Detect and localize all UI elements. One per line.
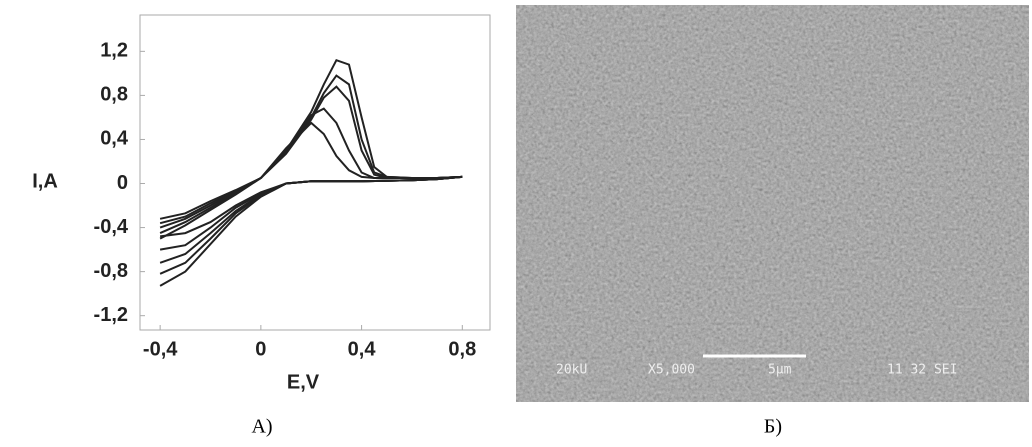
sem-scale: 5μm <box>768 363 792 378</box>
x-tick-label: 0 <box>255 338 266 360</box>
plot-frame <box>139 14 491 331</box>
y-tick-label: -1,2 <box>94 304 128 326</box>
y-tick-label: 0 <box>117 172 128 194</box>
cv-curve <box>159 74 463 275</box>
y-tick-label: 0,4 <box>100 128 129 150</box>
y-tick-label: 0,8 <box>100 84 128 106</box>
x-axis-label: E,V <box>287 371 320 393</box>
sem-info: 11 32 SEI <box>887 363 957 378</box>
panel-label: А) <box>251 416 272 438</box>
y-axis-label: I,A <box>32 170 58 192</box>
sem-voltage: 20kU <box>556 363 587 378</box>
panel-label: Б) <box>764 416 782 438</box>
y-tick-label: -0,4 <box>94 216 129 238</box>
cv-curve <box>159 121 463 238</box>
x-tick-label: 0,4 <box>348 338 377 360</box>
x-tick-label: -0,4 <box>143 338 178 360</box>
sem-image <box>516 5 1029 402</box>
x-tick-label: 0,8 <box>448 338 476 360</box>
sem-magnification: X5,000 <box>648 363 695 378</box>
cv-curve <box>159 58 463 287</box>
y-tick-label: 1,2 <box>100 40 128 62</box>
y-tick-label: -0,8 <box>94 260 128 282</box>
